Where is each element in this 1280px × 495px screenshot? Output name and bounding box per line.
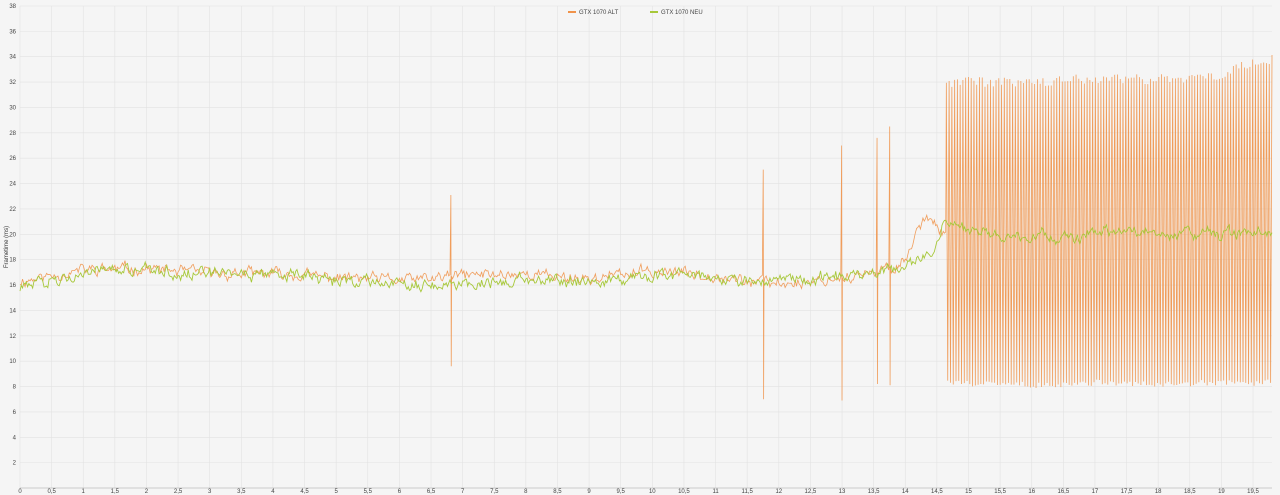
legend[interactable]: GTX 1070 ALT GTX 1070 NEU (568, 10, 703, 16)
x-tick-label: 0 (18, 489, 22, 495)
y-tick-label: 12 (9, 334, 16, 340)
y-tick-label: 28 (9, 131, 16, 137)
y-tick-label: 22 (9, 207, 16, 213)
x-tick-label: 19,5 (1247, 489, 1259, 495)
x-tick-label: 18 (1155, 489, 1162, 495)
y-tick-label: 18 (9, 258, 16, 264)
x-tick-label: 3 (208, 489, 212, 495)
y-tick-label: 6 (13, 410, 17, 416)
x-tick-label: 4 (271, 489, 275, 495)
y-tick-label: 32 (9, 80, 16, 86)
y-tick-label: 16 (9, 283, 16, 289)
series-group (19, 54, 1273, 401)
y-tick-label: 38 (9, 4, 16, 10)
x-tick-label: 15 (965, 489, 972, 495)
x-tick-label: 9,5 (617, 489, 626, 495)
x-tick-label: 1,5 (111, 489, 120, 495)
y-tick-label: 24 (9, 182, 16, 188)
x-tick-label: 15,5 (994, 489, 1006, 495)
x-tick-label: 14 (902, 489, 909, 495)
x-tick-label: 14,5 (931, 489, 943, 495)
y-tick-label: 8 (13, 385, 17, 391)
y-tick-label: 26 (9, 156, 16, 162)
x-tick-label: 7,5 (490, 489, 499, 495)
x-tick-label: 18,5 (1184, 489, 1196, 495)
x-tick-label: 6 (398, 489, 402, 495)
x-tick-label: 11 (712, 489, 719, 495)
x-tick-label: 19 (1218, 489, 1225, 495)
x-tick-label: 4,5 (300, 489, 309, 495)
x-tick-label: 17 (1092, 489, 1099, 495)
x-tick-label: 8 (524, 489, 528, 495)
x-tick-label: 16 (1028, 489, 1035, 495)
y-axis-label: Frametime (ms) (4, 226, 10, 268)
x-tick-label: 6,5 (427, 489, 436, 495)
series-line-1 (19, 219, 1273, 293)
x-tick-label: 12 (775, 489, 782, 495)
x-tick-label: 3,5 (237, 489, 246, 495)
y-tick-label: 20 (9, 232, 16, 238)
x-tick-label: 13,5 (868, 489, 880, 495)
x-tick-label: 17,5 (1121, 489, 1133, 495)
x-tick-label: 1 (82, 489, 86, 495)
x-tick-label: 7 (461, 489, 465, 495)
x-tick-label: 10 (649, 489, 656, 495)
x-tick-label: 9 (587, 489, 591, 495)
y-tick-label: 4 (13, 435, 17, 441)
series-line-0 (19, 54, 1273, 401)
y-tick-label: 30 (9, 105, 16, 111)
x-tick-label: 0,5 (47, 489, 56, 495)
y-tick-label: 10 (9, 359, 16, 365)
x-tick-label: 11,5 (742, 489, 754, 495)
x-tick-label: 8,5 (553, 489, 562, 495)
legend-label[interactable]: GTX 1070 ALT (579, 10, 619, 16)
x-tick-label: 12,5 (805, 489, 817, 495)
x-tick-label: 2,5 (174, 489, 183, 495)
x-tick-label: 16,5 (1057, 489, 1069, 495)
y-tick-label: 2 (13, 461, 17, 467)
x-tick-label: 5 (334, 489, 338, 495)
x-tick-label: 5,5 (364, 489, 373, 495)
grid (19, 5, 1272, 488)
y-tick-label: 34 (9, 55, 16, 61)
legend-label[interactable]: GTX 1070 NEU (661, 10, 703, 16)
axes: 0 0,5 1 1,5 2 2,5 3 3,5 4 4,5 5 5,5 6 6,5 7 7,5 8 8,5 9 9,5… (9, 4, 1272, 495)
x-tick-label: 10,5 (678, 489, 690, 495)
x-tick-label: 13 (839, 489, 846, 495)
x-tick-label: 2 (145, 489, 149, 495)
y-tick-label: 14 (9, 308, 16, 314)
y-tick-label: 36 (9, 29, 16, 35)
